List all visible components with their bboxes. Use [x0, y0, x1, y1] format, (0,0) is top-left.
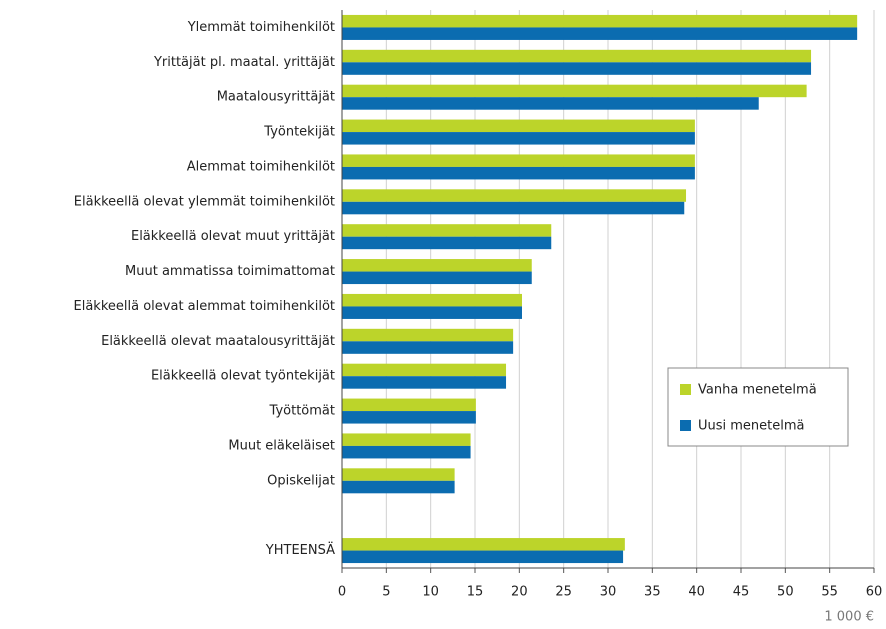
bar: [342, 84, 807, 98]
y-tick-label: Muut ammatissa toimimattomat: [125, 264, 335, 279]
bar: [342, 328, 514, 342]
bar: [342, 538, 625, 551]
y-tick-label: Alemmat toimihenkilöt: [187, 159, 335, 174]
y-tick-label: Työttömät: [269, 404, 335, 419]
y-tick-label: Eläkkeellä olevat maatalousyrittäjät: [101, 334, 335, 349]
y-tick-label: Työntekijät: [263, 125, 335, 140]
bar: [342, 236, 552, 250]
x-tick-label: 15: [467, 585, 484, 600]
x-tick-label: 25: [555, 585, 572, 600]
y-tick-label: Maatalousyrittäjät: [217, 90, 335, 105]
x-tick-label: 5: [382, 585, 390, 600]
x-tick-label: 60: [866, 585, 883, 600]
bar: [342, 14, 858, 28]
bar: [342, 550, 624, 564]
x-tick-label: 50: [777, 585, 794, 600]
bar: [342, 189, 687, 202]
bar: [342, 97, 759, 110]
bar: [342, 271, 532, 285]
bar: [342, 224, 552, 237]
y-tick-label: Eläkkeellä olevat alemmat toimihenkilöt: [74, 299, 335, 314]
bar: [342, 49, 812, 63]
bar: [342, 166, 695, 180]
bar: [342, 201, 685, 215]
bar: [342, 154, 695, 167]
y-tick-label: Eläkkeellä olevat ylemmät toimihenkilöt: [74, 194, 335, 209]
bar: [342, 259, 532, 272]
bar: [342, 293, 522, 307]
y-tick-label: YHTEENSÄ: [265, 542, 335, 558]
bar: [342, 411, 476, 424]
legend-label: Uusi menetelmä: [698, 419, 805, 434]
x-tick-label: 0: [338, 585, 346, 600]
bar: [342, 445, 471, 459]
y-tick-label: Opiskelijat: [267, 473, 335, 488]
bar: [342, 433, 471, 446]
bar: [342, 27, 858, 40]
bar: [342, 376, 507, 389]
y-tick-label: Muut eläkeläiset: [228, 438, 335, 453]
bar: [342, 119, 695, 133]
bar: [342, 132, 695, 145]
x-tick-label: 35: [644, 585, 661, 600]
x-tick-label: 30: [600, 585, 617, 600]
y-tick-label: Eläkkeellä olevat muut yrittäjät: [131, 229, 335, 244]
y-tick-label: Yrittäjät pl. maatal. yrittäjät: [153, 55, 335, 70]
bar: [342, 62, 812, 75]
bar: [342, 341, 514, 354]
x-tick-label: 45: [733, 585, 750, 600]
x-tick-label: 10: [422, 585, 439, 600]
bar: [342, 468, 455, 481]
x-tick-label: 40: [688, 585, 705, 600]
y-tick-label: Eläkkeellä olevat työntekijät: [151, 369, 335, 384]
y-tick-label: Ylemmät toimihenkilöt: [187, 20, 335, 35]
bar: [342, 306, 522, 319]
x-tick-label: 55: [821, 585, 838, 600]
bar: [342, 398, 476, 412]
legend-swatch: [680, 420, 691, 431]
x-tick-label: 20: [511, 585, 528, 600]
legend-label: Vanha menetelmä: [698, 383, 817, 398]
bar: [342, 363, 507, 377]
bar: [342, 480, 455, 494]
legend-swatch: [680, 384, 691, 395]
legend-box: [667, 367, 849, 447]
x-axis-label: 1 000 €: [824, 610, 874, 625]
